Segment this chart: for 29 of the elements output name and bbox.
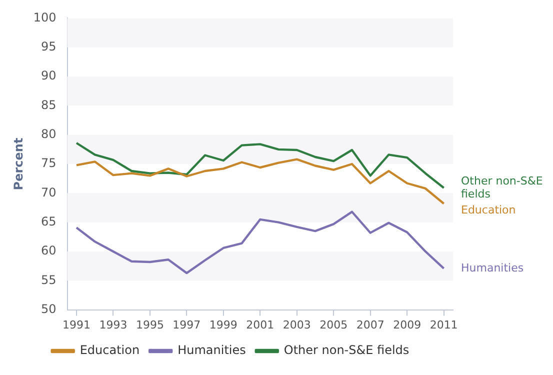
y-tick-label: 95 bbox=[41, 39, 56, 54]
text: Humanities bbox=[461, 261, 524, 274]
y-axis-title: Percent bbox=[11, 138, 26, 190]
x-tick-label: 1993 bbox=[99, 318, 128, 332]
x-tick-label: 2009 bbox=[393, 318, 422, 332]
legend-label: Other non-S&E fields bbox=[284, 343, 410, 358]
text: Other non-S&E fields bbox=[461, 174, 543, 200]
x-tick-label: 1999 bbox=[209, 318, 238, 332]
x-tick-label: 1995 bbox=[136, 318, 164, 332]
legend-label: Humanities bbox=[178, 343, 246, 358]
y-tick-label: 80 bbox=[41, 126, 56, 141]
y-tick-label: 75 bbox=[41, 156, 56, 170]
y-tick-label: 100 bbox=[33, 10, 56, 24]
x-tick-label: 1997 bbox=[172, 318, 201, 332]
legend-label: Education bbox=[80, 343, 140, 358]
y-tick-label: 60 bbox=[41, 244, 56, 258]
x-tick-label: 2011 bbox=[430, 318, 458, 332]
text: Education bbox=[461, 203, 516, 216]
x-tick-label: 2007 bbox=[356, 318, 384, 332]
y-tick-label: 55 bbox=[41, 272, 56, 287]
y-tick-label: 65 bbox=[41, 214, 56, 228]
y-tick-label: 90 bbox=[41, 68, 56, 83]
y-tick-label: 70 bbox=[41, 185, 56, 200]
y-tick-label: 85 bbox=[41, 98, 56, 112]
x-tick-label: 2005 bbox=[320, 318, 348, 332]
y-tick-label: 50 bbox=[41, 302, 56, 316]
x-tick-label: 2003 bbox=[282, 318, 311, 332]
x-tick-label: 2001 bbox=[246, 318, 274, 332]
x-tick-label: 1991 bbox=[62, 318, 90, 332]
